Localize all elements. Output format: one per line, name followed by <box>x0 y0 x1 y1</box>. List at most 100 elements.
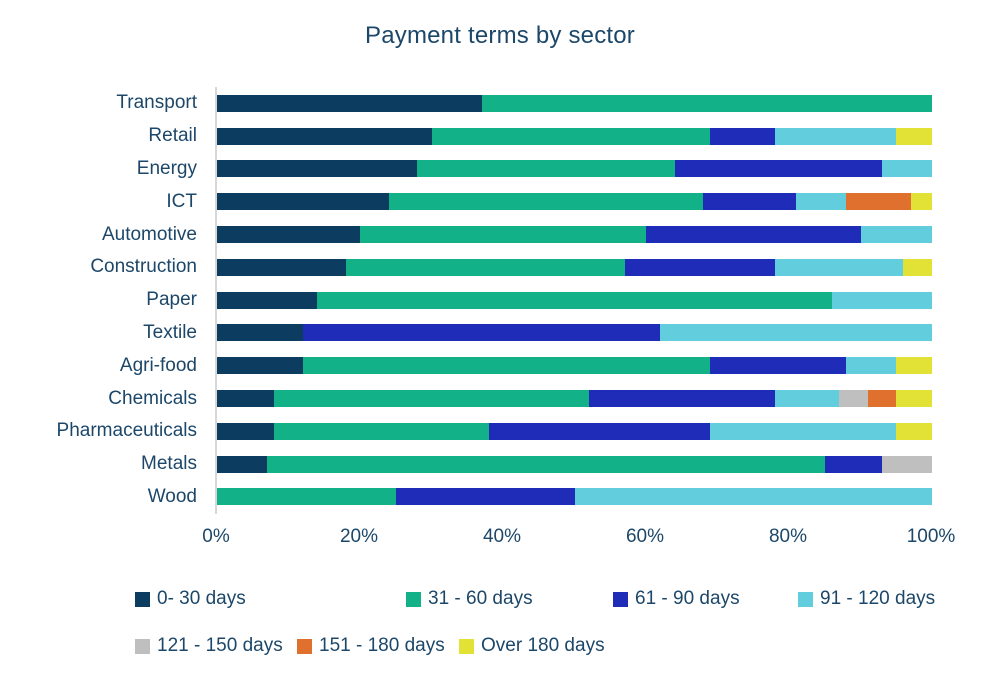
bar-segment <box>417 160 675 178</box>
bar-segment <box>710 127 775 145</box>
bar-segment <box>274 422 489 440</box>
bar-track <box>217 226 932 244</box>
legend-label: 31 - 60 days <box>428 588 533 609</box>
bar-segment <box>903 258 932 276</box>
legend-label: 61 - 90 days <box>635 588 740 609</box>
bar-segment <box>274 390 589 408</box>
bar-row: Retail <box>0 120 932 153</box>
category-label: Construction <box>90 256 197 278</box>
bar-segment <box>217 258 346 276</box>
bar-segment <box>774 390 840 408</box>
bar-segment <box>674 160 882 178</box>
bar-segment <box>824 455 882 473</box>
bar-row: Textile <box>0 317 932 350</box>
bar-segment <box>846 193 911 211</box>
x-tick-label: 40% <box>482 526 522 547</box>
bar-track <box>217 127 932 145</box>
legend-swatch-icon <box>297 638 312 654</box>
legend-item: 31 - 60 days <box>406 588 533 610</box>
bar-row: Agri-food <box>0 349 932 382</box>
category-label: Wood <box>147 485 197 507</box>
bar-segment <box>774 127 897 145</box>
legend-label: 0- 30 days <box>157 588 246 609</box>
bar-segment <box>217 160 418 178</box>
legend-item: 121 - 150 days <box>135 635 283 657</box>
bar-segment <box>431 127 711 145</box>
legend-item: 151 - 180 days <box>297 635 445 657</box>
legend-label: 91 - 120 days <box>820 588 936 609</box>
legend-swatch-icon <box>406 591 421 607</box>
bar-segment <box>710 422 897 440</box>
bar-segment <box>831 291 932 309</box>
bar-segment <box>481 94 932 112</box>
bar-segment <box>896 357 932 375</box>
bar-segment <box>839 390 868 408</box>
category-label: Paper <box>146 289 197 311</box>
bar-track <box>217 160 932 178</box>
bar-segment <box>881 455 932 473</box>
legend-row-2: 121 - 150 days 151 - 180 days Over 180 day… <box>0 635 1000 661</box>
bar-segment <box>217 127 432 145</box>
bar-segment <box>574 488 932 506</box>
bar-track <box>217 94 932 112</box>
category-label: Automotive <box>101 223 197 245</box>
x-tick-label: 100% <box>906 526 956 547</box>
bar-segment <box>896 422 932 440</box>
bar-segment <box>703 193 797 211</box>
category-label: Retail <box>148 125 197 147</box>
bar-row: ICT <box>0 185 932 218</box>
legend-item: Over 180 days <box>459 635 605 657</box>
bar-segment <box>860 226 932 244</box>
bar-segment <box>302 357 711 375</box>
bar-row: Energy <box>0 153 932 186</box>
bar-segment <box>217 291 318 309</box>
bar-segment <box>345 258 625 276</box>
bar-row: Paper <box>0 284 932 317</box>
bar-segment <box>896 127 932 145</box>
plot-area: Transport Retail Energy ICT Automotive Constr… <box>0 87 932 513</box>
x-tick-label: 20% <box>339 526 379 547</box>
category-label: Transport <box>116 92 197 114</box>
bar-segment <box>588 390 775 408</box>
legend-row-1: 0- 30 days 31 - 60 days 61 - 90 days 91 - 1… <box>0 588 1000 614</box>
legend-swatch-icon <box>798 591 813 607</box>
bar-segment <box>796 193 847 211</box>
bar-row: Metals <box>0 448 932 481</box>
bar-segment <box>267 455 825 473</box>
legend-label: 121 - 150 days <box>157 635 283 656</box>
bar-segment <box>217 324 303 342</box>
bar-segment <box>646 226 861 244</box>
bar-segment <box>395 488 575 506</box>
bar-segment <box>488 422 711 440</box>
legend-swatch-icon <box>135 591 150 607</box>
bar-segment <box>710 357 847 375</box>
bar-segment <box>388 193 704 211</box>
bar-row: Chemicals <box>0 382 932 415</box>
x-tick-label: 80% <box>768 526 808 547</box>
bar-segment <box>867 390 897 408</box>
bar-track <box>217 324 932 342</box>
bar-segment <box>624 258 775 276</box>
bar-segment <box>217 226 360 244</box>
bar-segment <box>881 160 932 178</box>
bar-segment <box>317 291 832 309</box>
legend-item: 61 - 90 days <box>613 588 740 610</box>
bar-segment <box>360 226 646 244</box>
category-label: Textile <box>143 321 197 343</box>
bar-track <box>217 488 932 506</box>
bar-segment <box>896 390 932 408</box>
x-tick-label: 0% <box>202 526 230 547</box>
bar-segment <box>217 193 389 211</box>
legend-swatch-icon <box>459 638 474 654</box>
bar-segment <box>217 390 275 408</box>
chart-title: Payment terms by sector <box>364 22 636 49</box>
bar-segment <box>846 357 897 375</box>
bar-track <box>217 357 932 375</box>
bar-track <box>217 422 932 440</box>
y-axis-line <box>215 87 217 514</box>
legend-swatch-icon <box>135 638 150 654</box>
bar-track <box>217 258 932 276</box>
bar-segment <box>660 324 932 342</box>
bar-segment <box>217 422 275 440</box>
legend-label: 151 - 180 days <box>319 635 445 656</box>
